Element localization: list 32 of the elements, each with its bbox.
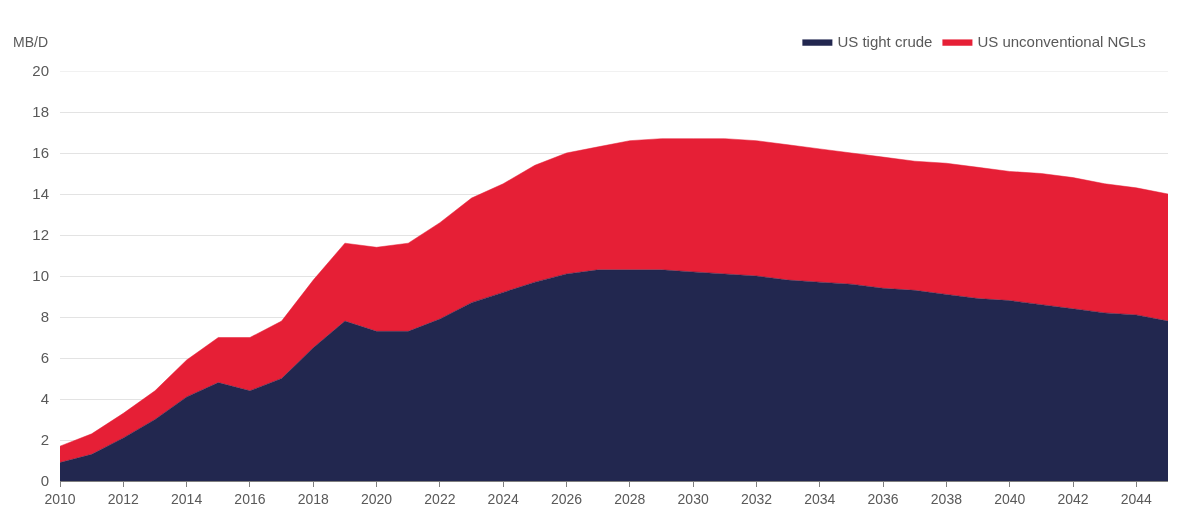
y-tick-label: 20 [32,62,49,80]
y-tick-label: 2 [40,431,49,449]
y-tick-label: 16 [32,144,49,162]
x-tick-label: 2012 [107,490,140,507]
x-tick-label: 2024 [487,490,519,507]
x-tick-label: 2032 [740,490,773,507]
x-tick-label: 2034 [804,490,836,507]
x-tick-label: 2036 [867,490,899,507]
x-tick-label: 2044 [1120,490,1153,507]
x-tick-label: 2026 [550,490,583,507]
x-tick-label: 2016 [234,490,266,507]
y-tick-label: 18 [32,103,49,121]
x-tick-label: 2042 [1057,490,1089,507]
x-tick-label: 2018 [297,490,330,507]
x-tick-label: 2040 [994,490,1026,507]
y-tick-label: 4 [40,390,49,408]
y-tick-label: 8 [40,308,49,326]
x-tick-label: 2030 [677,490,709,507]
y-tick-label: 14 [32,185,49,203]
y-tick-label: 12 [32,226,49,244]
x-tick-label: 2014 [171,490,203,507]
x-tick-label: 2010 [44,490,76,507]
x-tick-label: 2020 [360,490,393,507]
y-tick-label: 10 [32,267,49,285]
y-tick-label: 0 [40,472,49,490]
y-tick-label: 6 [40,349,49,367]
x-tick-label: 2038 [930,490,963,507]
legend-label: US unconventional NGLs [977,33,1146,51]
x-tick-label: 2022 [424,490,456,507]
y-axis-title: MB/D [13,34,48,50]
x-tick-label: 2028 [614,490,646,507]
legend-label: US tight crude [837,33,933,51]
